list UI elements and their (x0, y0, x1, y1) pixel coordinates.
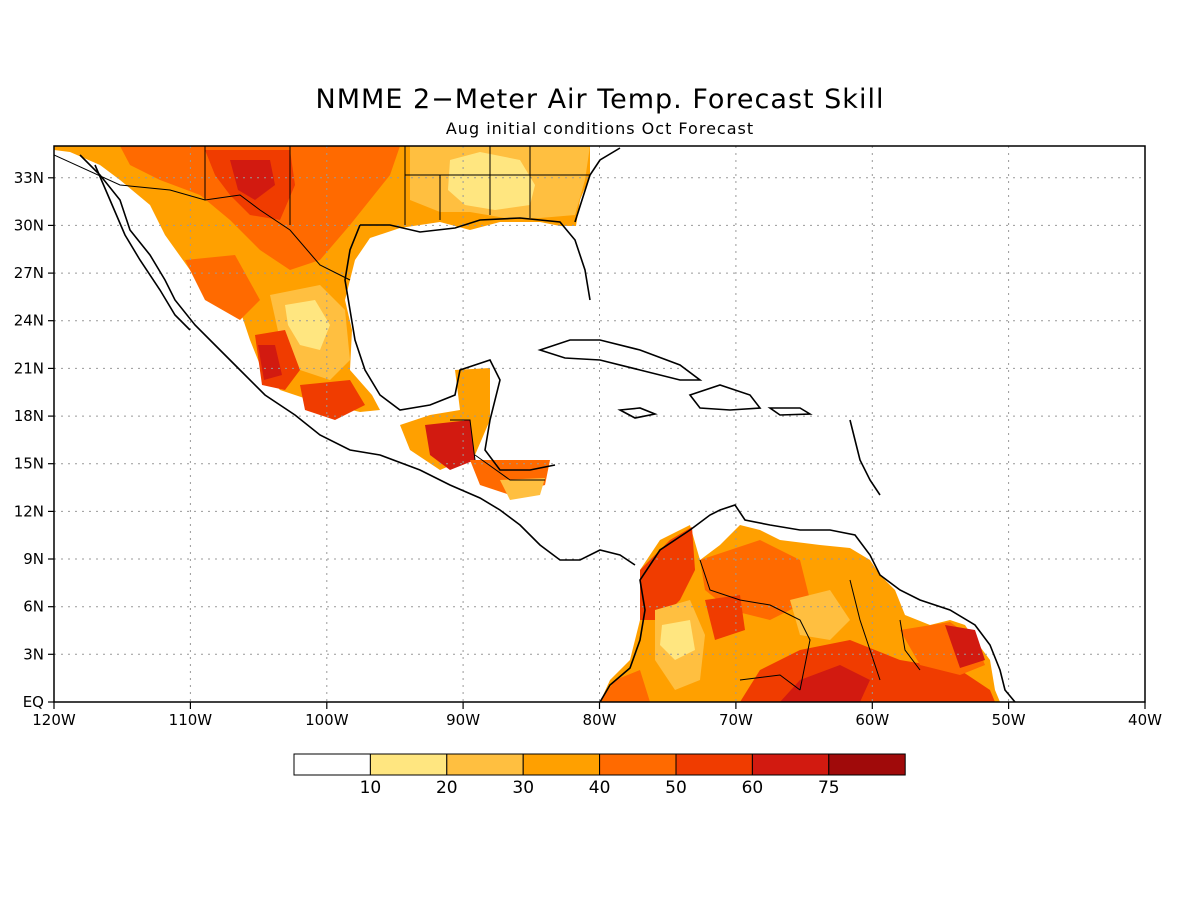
x-tick-marks (53, 702, 1146, 709)
coastline-jamaica (617, 407, 658, 419)
colorbar-label: 60 (742, 778, 764, 798)
x-tick-label: 80W (583, 711, 617, 729)
skill-region-central-mexico-low (285, 300, 330, 350)
y-tick-marks (48, 177, 54, 703)
skill-region-southern-us (54, 146, 590, 412)
colorbar-swatch (828, 753, 906, 776)
y-tick-label: 3N (23, 645, 44, 663)
colorbar-swatch (751, 753, 830, 776)
skill-region-guatemala (425, 420, 475, 470)
y-tick-label: 21N (14, 359, 44, 377)
coastline-north-america (79, 154, 636, 566)
colorbar-swatch (522, 753, 601, 776)
chart-subtitle: Aug initial conditions Oct Forecast (445, 119, 755, 138)
y-tick-label: EQ (23, 693, 44, 711)
y-tick-label: 9N (23, 550, 44, 568)
colorbar: 10 20 30 40 50 60 75 (293, 753, 906, 798)
coastline-lesser-antilles (849, 419, 881, 496)
coastline-puerto-rico (767, 407, 813, 416)
skill-region-french-guiana (945, 625, 985, 668)
y-tick-label: 12N (14, 502, 44, 520)
y-tick-label: 15N (14, 455, 44, 473)
colorbar-label: 30 (512, 778, 534, 798)
y-tick-label: 33N (14, 169, 44, 187)
border-south-america (699, 559, 921, 691)
x-tick-label: 50W (992, 711, 1026, 729)
coastline-hispaniola (688, 384, 762, 411)
colorbar-label: 75 (818, 778, 840, 798)
political-borders (54, 146, 921, 691)
skill-region-amazon-core (780, 665, 870, 702)
coastline-south-america (599, 504, 1016, 702)
chart-title: NMME 2−Meter Air Temp. Forecast Skill (315, 84, 885, 115)
x-tick-label: 110W (169, 711, 213, 729)
skill-region-guyana (790, 590, 850, 640)
y-tick-label: 27N (14, 264, 44, 282)
coastlines (79, 147, 1016, 702)
x-tick-label: 40W (1128, 711, 1162, 729)
skill-region-colombia (640, 527, 695, 620)
colorbar-swatch (599, 753, 677, 776)
colorbar-swatch (293, 753, 371, 776)
colorbar-label: 40 (589, 778, 611, 798)
y-tick-label: 6N (23, 598, 44, 616)
coastline-baja (94, 164, 191, 331)
x-tick-label: 120W (32, 711, 76, 729)
border-central-america (450, 419, 545, 481)
skill-region-colombia-low (660, 620, 695, 660)
skill-region-nicaragua (500, 478, 545, 500)
x-tick-label: 60W (855, 711, 889, 729)
x-tick-label: 90W (446, 711, 480, 729)
colorbar-label: 50 (665, 778, 687, 798)
y-tick-label: 24N (14, 312, 44, 330)
coastline-gulf (344, 217, 591, 471)
map-grid (54, 146, 1145, 702)
coastline-cuba (537, 339, 703, 381)
border-us-states (204, 146, 590, 225)
skill-region-gulf-states (448, 152, 535, 210)
colorbar-swatch (369, 753, 448, 776)
colorbar-swatch (675, 753, 753, 776)
skill-region-texas-core (230, 160, 275, 200)
colorbar-swatch (446, 753, 524, 776)
border-us-mexico (54, 154, 351, 281)
skill-region-ecuador (600, 670, 650, 702)
skill-shading (54, 146, 1000, 702)
y-tick-label: 30N (14, 216, 44, 234)
skill-region-west-mexico-core (258, 345, 282, 380)
colorbar-label: 10 (360, 778, 382, 798)
x-tick-label: 70W (719, 711, 753, 729)
colorbar-label: 20 (436, 778, 458, 798)
y-tick-label: 18N (14, 407, 44, 425)
skill-region-sierra-madre (185, 255, 260, 320)
skill-region-south-mexico (300, 380, 365, 420)
x-tick-label: 100W (305, 711, 349, 729)
